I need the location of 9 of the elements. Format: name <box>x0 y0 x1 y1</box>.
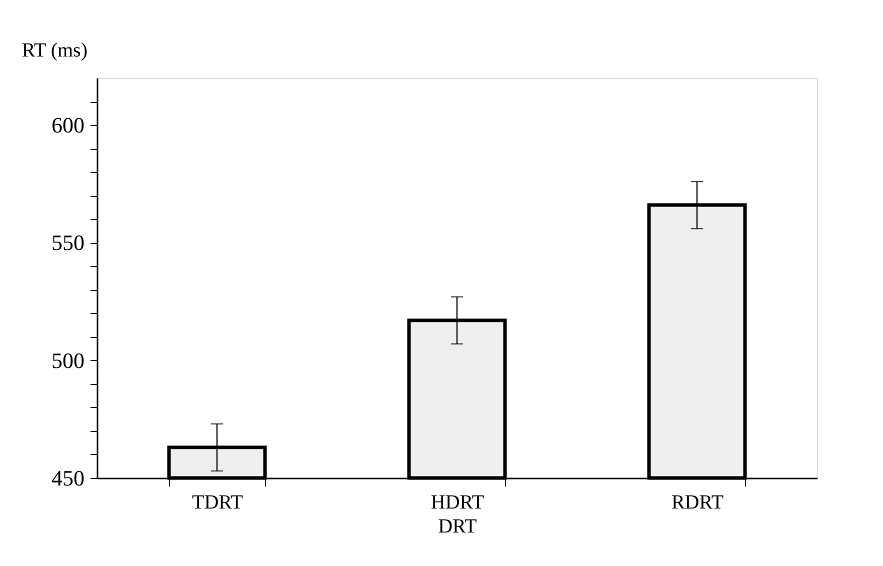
x-tick-label: RDRT <box>671 492 724 514</box>
y-tick-label: 600 <box>52 112 84 138</box>
y-tick-label: 450 <box>52 466 84 490</box>
y-axis-title: RT (ms) <box>22 40 88 62</box>
x-tick-label: TDRT <box>192 492 244 514</box>
y-tick-label: 550 <box>52 230 84 256</box>
y-tick-label: 500 <box>52 348 84 373</box>
x-tick-label: HDRT <box>430 492 484 514</box>
x-axis-title: DRT <box>438 516 477 538</box>
